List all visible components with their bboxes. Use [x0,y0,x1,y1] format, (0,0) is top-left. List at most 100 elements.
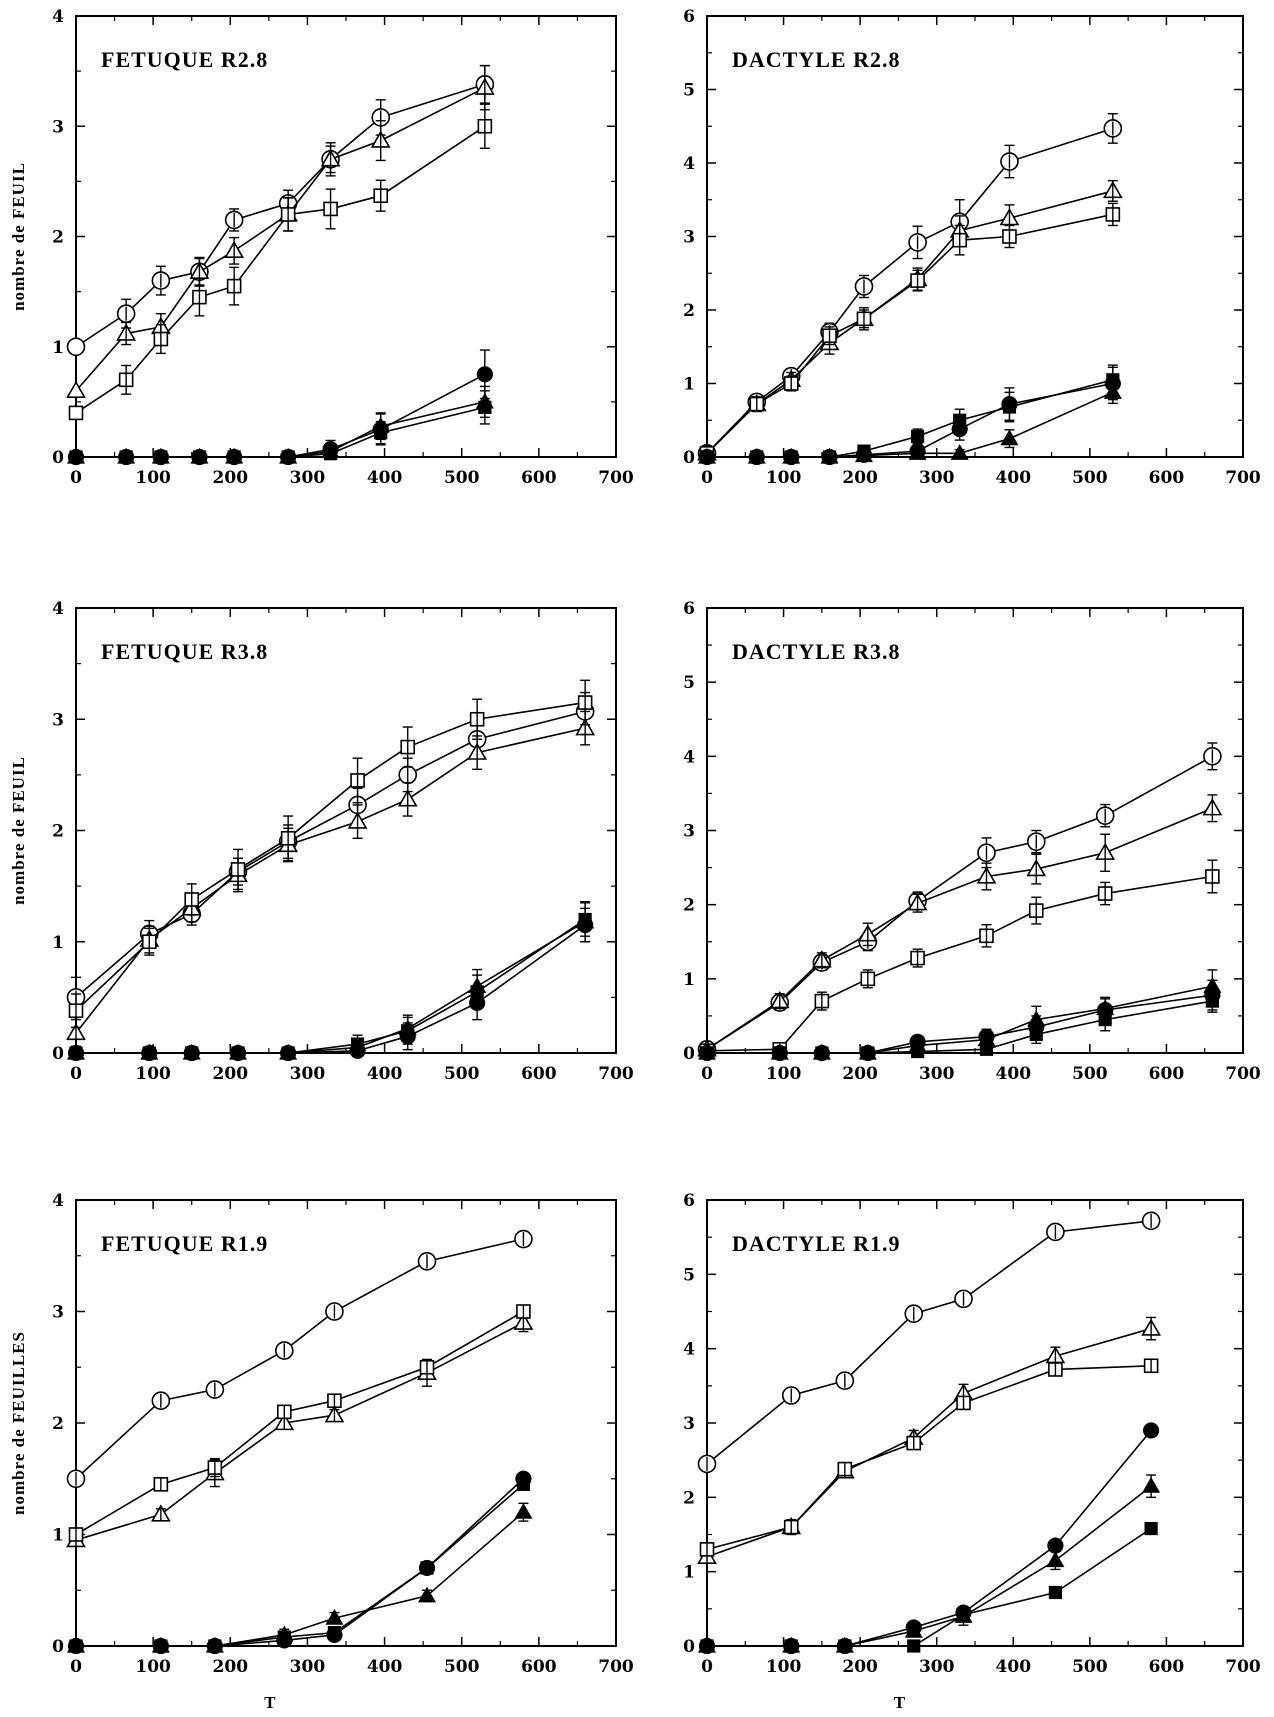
x-tick-label: 500 [444,1064,480,1084]
series-square-filled [69,902,592,1060]
y-tick-label: 2 [683,896,695,916]
y-tick-label: 1 [683,970,695,990]
series-line [75,1321,524,1541]
panel-title: FETUQUE R1.9 [101,1231,268,1256]
x-tick-label: 600 [1149,1657,1185,1677]
x-tick-label: 500 [1072,468,1108,488]
series-line [707,391,1114,458]
plot-frame [706,1199,1244,1647]
data-point [119,450,133,464]
y-axis-label: nombre de FEUIL [9,162,28,311]
x-tick-label: 400 [367,468,403,488]
series-square-open [699,202,1121,461]
data-point [1142,1476,1161,1493]
data-point [956,1608,971,1622]
y-tick-label: 2 [52,1414,64,1434]
data-point [476,366,493,383]
plot-frame [706,607,1244,1054]
y-tick-label: 3 [52,710,64,730]
x-tick-label: 700 [598,1064,634,1084]
data-point [154,1639,168,1653]
panel-title: DACTYLE R2.8 [732,47,900,72]
y-tick-label: 0 [683,1044,695,1064]
panel-title: FETUQUE R2.8 [101,47,268,72]
chart-panel-1: 0 100 200 300 400 500 600 700 0 1 2 3 4 FETUQUE R2.8 n… [9,7,634,488]
y-tick-label: 6 [683,1191,695,1211]
data-point [700,1639,714,1653]
data-point [815,1046,829,1060]
series-circle-open [66,1229,533,1489]
series-circle-open [66,64,495,357]
data-point [1000,429,1019,446]
series-circle-filled [698,366,1121,466]
series-square-filled [700,1521,1158,1653]
series-triangle-open [66,1312,534,1548]
x-tick-label: 600 [521,468,557,488]
x-tick-label: 600 [521,1064,557,1084]
series-circle-open [697,1211,1161,1474]
series-line [75,1238,524,1480]
series-line [76,1478,524,1647]
data-point [1029,1027,1043,1042]
series-line [76,401,486,458]
x-tick-label: 300 [919,468,955,488]
data-point [907,1639,921,1653]
data-point [908,444,927,460]
data-point [953,413,967,427]
x-tick-label: 400 [996,1657,1032,1677]
data-point [514,1502,533,1519]
data-point [323,447,338,461]
x-tick-label: 400 [367,1657,403,1677]
x-tick-label: 100 [135,468,171,488]
x-tick-label: 0 [70,468,82,488]
x-tick-label: 500 [444,1657,480,1677]
x-tick-label: 100 [766,468,802,488]
series-line [706,1220,1152,1465]
y-tick-label: 2 [52,228,64,248]
series-line [75,1310,524,1536]
series-square-filled [69,1477,531,1653]
data-point [470,985,484,999]
x-tick-label: 700 [598,468,634,488]
series-square-filled [700,364,1120,464]
series-line [76,406,486,458]
data-point [401,1024,415,1038]
data-point [773,1046,787,1060]
data-point [227,450,241,464]
data-point [420,1561,434,1575]
series-circle-open [697,742,1222,1059]
data-point [325,1608,344,1625]
y-tick-label: 4 [683,747,695,767]
series-line [706,1327,1152,1558]
data-point [857,444,871,458]
data-point [1143,1422,1160,1439]
data-point [904,1621,923,1638]
data-point [231,1046,245,1060]
x-tick-label: 400 [367,1064,403,1084]
chart-panel-2: 0 100 200 300 400 500 600 700 0 1 2 3 4 5 6 DACTYLE R2.… [683,7,1261,488]
y-tick-label: 0 [52,448,64,468]
series-circle-filled [698,1422,1160,1655]
series-square-open [699,1358,1159,1557]
x-tick-label: 200 [842,1064,878,1084]
x-tick-label: 700 [1225,1657,1261,1677]
series-line [706,190,1114,454]
y-tick-label: 2 [683,1488,695,1508]
data-point [861,1046,875,1060]
y-tick-label: 0 [683,448,695,468]
x-tick-label: 0 [701,1064,713,1084]
x-tick-label: 300 [290,1657,326,1677]
x-tick-label: 0 [701,468,713,488]
y-tick-label: 0 [683,1637,695,1657]
data-point [1046,1551,1065,1568]
data-point [1048,1585,1063,1600]
chart-panel-6: 0 100 200 300 400 500 600 700 0 1 2 3 4 5 6 DACTYLE R1.… [683,1191,1261,1712]
chart-panel-4: 0 100 200 300 400 500 600 700 0 1 2 3 4 5 6 DACTYLE R3.… [683,599,1261,1084]
data-point [208,1639,222,1653]
x-tick-label: 600 [1149,468,1185,488]
x-tick-label: 700 [598,1657,634,1677]
series-square-filled [700,989,1219,1060]
series-line [75,701,586,1012]
y-tick-label: 2 [683,301,695,321]
data-point [838,1639,852,1653]
